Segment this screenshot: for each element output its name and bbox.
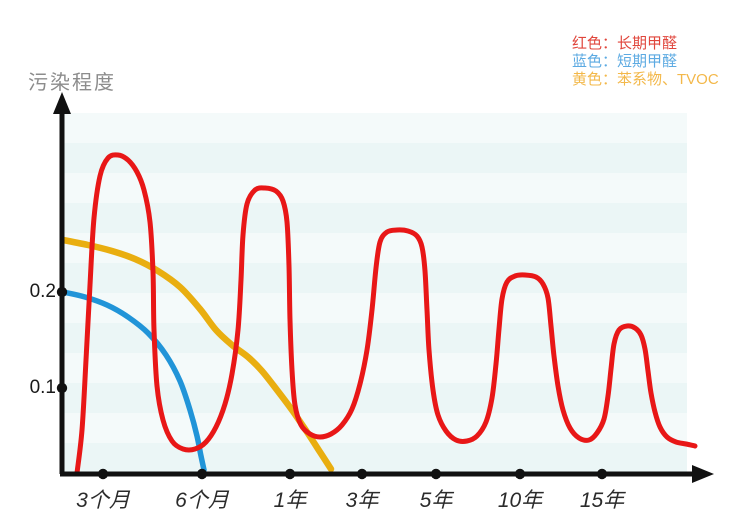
legend-item-long-term-formaldehyde: 红色：长期甲醛 [572, 35, 678, 52]
x-tick-label-3个月: 3个月 [76, 489, 130, 512]
x-tick-label-6个月: 6个月 [175, 489, 229, 512]
x-tick-dot-10年 [514, 468, 526, 480]
legend-item-short-term-formaldehyde: 蓝色：短期甲醛 [572, 53, 678, 70]
x-tick-dot-3个月 [97, 468, 109, 480]
x-tick-label-1年: 1年 [273, 489, 307, 512]
x-tick-dot-3年 [356, 468, 368, 480]
y-tick-dot-0.1 [56, 382, 68, 394]
legend-item-benzene-tvoc: 黄色：苯系物、TVOC [572, 71, 719, 88]
y-tick-dot-0.2 [56, 286, 68, 298]
x-tick-dot-15年 [596, 468, 608, 480]
x-tick-label-15年: 15年 [579, 489, 625, 512]
curve-series [59, 152, 698, 476]
x-tick-label-10年: 10年 [497, 489, 543, 512]
x-tick-dot-5年 [430, 468, 442, 480]
series-curve-短期甲醛 [60, 289, 207, 473]
y-tick-label-0.1: 0.1 [29, 377, 56, 398]
series-curve-长期甲醛 [74, 152, 698, 476]
x-tick-dot-6个月 [196, 468, 208, 480]
y-tick-label-0.2: 0.2 [29, 281, 56, 302]
x-tick-label-3年: 3年 [345, 489, 379, 512]
x-tick-dot-1年 [284, 468, 296, 480]
y-axis-title: 污染程度 [28, 72, 116, 94]
x-tick-label-5年: 5年 [419, 489, 453, 512]
axis-tick-dots [56, 286, 608, 480]
legend: 红色：长期甲醛 蓝色：短期甲醛 黄色：苯系物、TVOC [572, 35, 719, 89]
x-axis-arrow-icon [692, 465, 714, 483]
y-axis-arrow-icon [53, 92, 71, 114]
